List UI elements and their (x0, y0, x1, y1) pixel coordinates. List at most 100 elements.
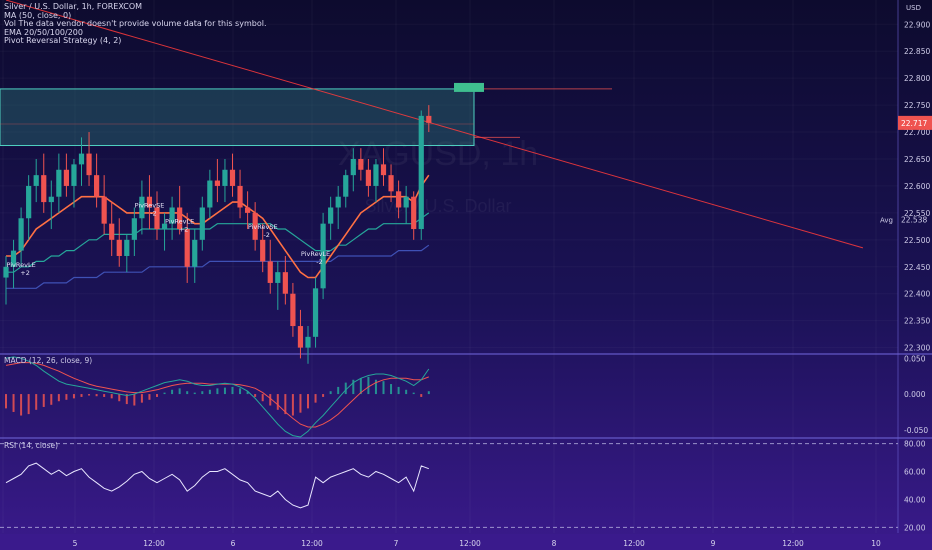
macd-bar-51 (390, 384, 393, 395)
time-tick-label: 8 (552, 539, 557, 548)
macd-pane-label[interactable]: MACD (12, 26, close, 9) (4, 356, 93, 365)
candle-body-20 (154, 207, 160, 230)
candle-body-8 (63, 169, 69, 186)
trendline[interactable] (5, 0, 864, 249)
candle-body-9 (71, 164, 77, 186)
macd-bar-52 (397, 386, 400, 395)
time-tick-label: 12:00 (459, 539, 481, 548)
macd-bar-53 (405, 389, 408, 395)
candle-body-46 (350, 158, 356, 176)
legend-ma[interactable]: MA (50, close, 0) (4, 10, 72, 20)
strategy-label-0: PivRevLE (6, 261, 35, 269)
macd-tick-label: -0.050 (904, 426, 928, 435)
rsi-tick-label: 60.00 (904, 468, 926, 477)
candle-body-3 (26, 185, 32, 219)
candle-body-27 (207, 180, 213, 208)
candle-body-38 (290, 293, 296, 327)
macd-bar-21 (163, 392, 166, 395)
macd-bar-33 (254, 394, 257, 397)
ema-slow-line (6, 212, 430, 273)
candle-body-41 (312, 288, 319, 337)
legend-strategy[interactable]: Pivot Reversal Strategy (4, 2) (4, 36, 122, 46)
candle-body-14 (109, 223, 115, 240)
time-tick-label: 9 (711, 539, 716, 548)
candle-body-19 (146, 196, 153, 208)
strategy-label-2: PivRevLE (165, 218, 194, 226)
candle-body-21 (161, 223, 168, 230)
candle-body-5 (41, 175, 47, 203)
candle-body-54 (411, 196, 417, 230)
macd-bar-1 (12, 394, 15, 412)
time-tick-label: 5 (73, 539, 78, 548)
macd-line (5, 356, 430, 438)
time-tick-label: 6 (231, 539, 236, 548)
candle-body-22 (169, 207, 175, 224)
macd-bar-49 (374, 379, 377, 395)
candle-body-2 (18, 218, 24, 251)
candle-body-40 (305, 336, 311, 348)
grid (0, 0, 932, 533)
legend-ema[interactable]: EMA 20/50/100/200 (4, 27, 83, 37)
macd-bar-54 (412, 392, 415, 395)
strategy-label-1: PivRevSE (135, 201, 165, 209)
legend-volume[interactable]: Vol The data vendor doesn't provide volu… (4, 19, 267, 29)
time-tick-label: 7 (394, 539, 399, 548)
candle-body-17 (131, 218, 137, 240)
macd-bar-5 (42, 394, 45, 407)
candle-body-26 (199, 207, 205, 240)
candle-body-0 (3, 266, 9, 278)
macd-tick-label: 0.050 (904, 354, 926, 363)
strategy-label-sub-1: -2 (150, 209, 156, 217)
macd-pane (5, 356, 430, 438)
macd-bar-38 (291, 394, 294, 416)
price-axis[interactable]: USD22.30022.35022.40022.45022.50022.5502… (880, 4, 932, 532)
time-tick-label: 10 (871, 539, 881, 548)
rsi-pane (0, 443, 898, 528)
macd-bar-36 (276, 394, 279, 410)
candle-body-15 (116, 239, 122, 256)
last-price-badge (898, 115, 932, 130)
candle-body-45 (343, 175, 349, 197)
macd-bar-19 (148, 394, 151, 400)
candle-body-44 (335, 196, 341, 208)
strategy-label-sub-2: +2 (179, 226, 189, 234)
price-tick-label: 22.500 (904, 236, 930, 245)
macd-bar-8 (65, 394, 68, 400)
ma-50-line (6, 244, 430, 289)
candle-body-23 (177, 207, 183, 230)
strategy-label-4: PivRevLE (301, 250, 330, 258)
rsi-line (5, 462, 429, 509)
rsi-pane-label[interactable]: RSI (14, close) (4, 441, 59, 450)
macd-bar-48 (367, 376, 370, 395)
macd-bar-23 (178, 388, 181, 395)
legend-symbol[interactable]: Silver / U.S. Dollar, 1h, FOREXCOM (4, 2, 143, 11)
strategy-label-3: PivRevSE (248, 223, 278, 231)
macd-bar-46 (352, 379, 355, 395)
macd-bar-37 (284, 394, 287, 415)
candle-body-30 (229, 169, 236, 186)
candle-body-25 (192, 239, 198, 267)
macd-bar-47 (359, 378, 362, 395)
time-tick-label: 12:00 (143, 539, 165, 548)
strategy-label-sub-4: -2 (316, 258, 322, 266)
macd-bar-3 (27, 394, 30, 415)
price-tick-label: 22.650 (904, 155, 930, 164)
macd-bar-55 (420, 394, 423, 397)
candle-body-11 (86, 153, 92, 176)
candle-body-43 (328, 207, 334, 224)
last-price-label: 22.717 (901, 119, 927, 128)
price-tick-label: 22.400 (904, 290, 930, 299)
time-axis-bg (0, 534, 932, 550)
candle-body-37 (282, 272, 288, 294)
price-tick-label: 22.750 (904, 101, 930, 110)
candle-body-31 (237, 185, 243, 208)
candle-body-34 (260, 239, 266, 262)
candle-body-36 (275, 272, 281, 283)
strategy-label-sub-3: -2 (263, 231, 269, 239)
macd-bar-13 (103, 394, 106, 397)
time-axis[interactable]: 5 12:00 6 12:00 7 12:00 8 12:00 9 12:00 10 (0, 534, 932, 550)
macd-bar-12 (95, 394, 98, 397)
candle-body-50 (380, 164, 387, 176)
